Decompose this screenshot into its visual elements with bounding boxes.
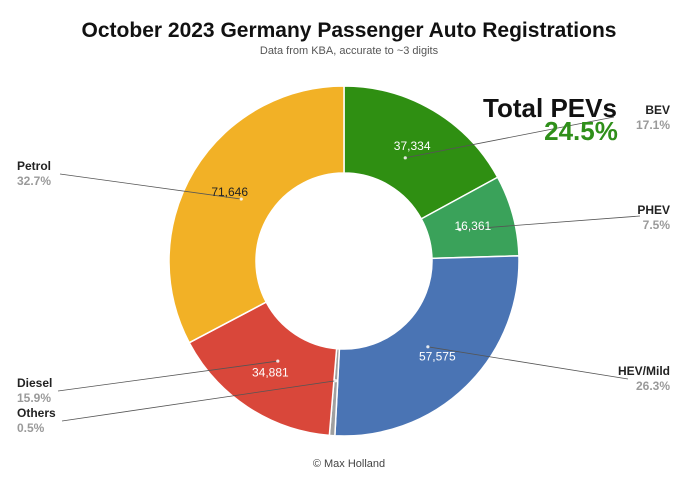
leader-line-petrol xyxy=(59,173,242,200)
slice-name-others: Others xyxy=(17,406,56,420)
slice-value-diesel: 34,881 xyxy=(252,365,289,379)
leader-lines xyxy=(57,116,641,422)
chart-title: October 2023 Germany Passenger Auto Regi… xyxy=(82,19,617,42)
slice-name-phev: PHEV xyxy=(637,203,670,217)
leader-dot-others xyxy=(334,379,338,383)
leader-dot-bev xyxy=(403,156,407,160)
donut-plot xyxy=(168,85,520,437)
slice-name-petrol: Petrol xyxy=(17,159,51,173)
slice-percent-diesel: 15.9% xyxy=(17,391,51,405)
slice-name-bev: BEV xyxy=(645,103,670,117)
slice-value-bev: 37,334 xyxy=(394,139,431,153)
slice-percent-hev-mild: 26.3% xyxy=(636,379,670,393)
total-pevs-value: 24.5% xyxy=(544,116,618,146)
leader-dot-hev-mild xyxy=(426,345,430,349)
total-pevs-label: Total PEVs xyxy=(483,93,617,123)
slice-value-phev: 16,361 xyxy=(455,219,492,233)
credit-text: © Max Holland xyxy=(313,458,385,470)
leader-line-phev xyxy=(459,215,641,231)
slice-percent-others: 0.5% xyxy=(17,421,45,435)
leader-dot-petrol xyxy=(239,197,243,201)
leader-line-others xyxy=(61,380,336,422)
slice-name-hev-mild: HEV/Mild xyxy=(618,364,670,378)
slice-value-hev-mild: 57,575 xyxy=(419,349,456,363)
leader-dot-phev xyxy=(458,228,462,232)
slice-value-petrol: 71,646 xyxy=(211,185,248,199)
slice-name-diesel: Diesel xyxy=(17,376,52,390)
slice-percent-bev: 17.1% xyxy=(636,118,670,132)
slice-petrol xyxy=(168,85,345,344)
slice-percent-phev: 7.5% xyxy=(643,218,671,232)
chart-subtitle: Data from KBA, accurate to ~3 digits xyxy=(260,45,439,57)
slice-bev xyxy=(343,85,499,220)
leader-line-bev xyxy=(405,116,615,159)
leader-line-diesel xyxy=(57,360,278,392)
slice-percent-petrol: 32.7% xyxy=(17,174,51,188)
leader-line-hev-mild xyxy=(427,346,629,380)
leader-dot-diesel xyxy=(276,359,280,363)
